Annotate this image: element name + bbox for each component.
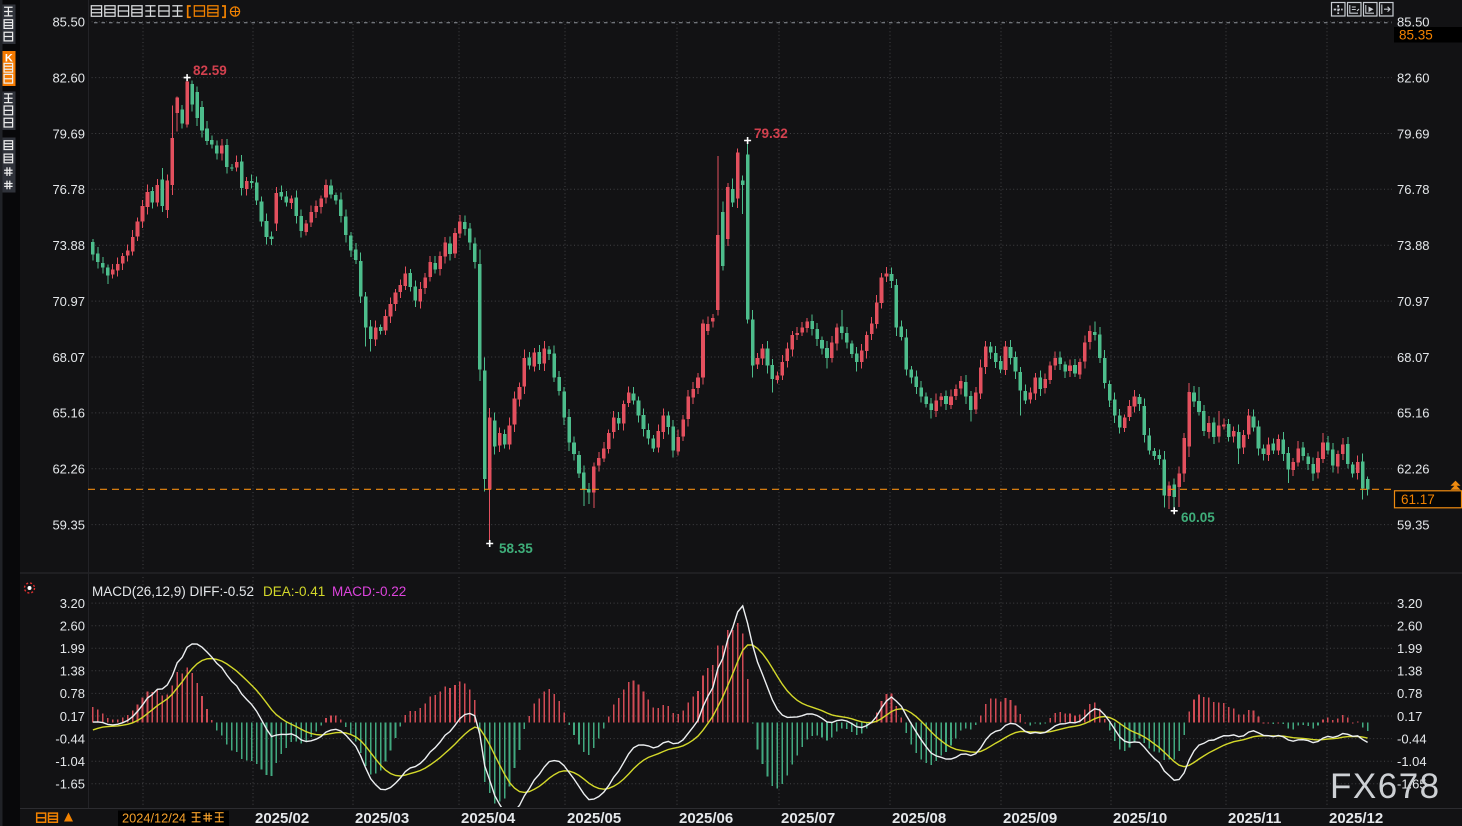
svg-text:2025/12: 2025/12 — [1329, 810, 1383, 826]
svg-text:0.78: 0.78 — [1397, 686, 1422, 701]
svg-text:1.99: 1.99 — [60, 641, 85, 656]
svg-text:K: K — [5, 52, 13, 64]
svg-text:3.20: 3.20 — [1397, 596, 1422, 611]
svg-text:62.26: 62.26 — [52, 462, 85, 477]
svg-text:2025/08: 2025/08 — [892, 810, 946, 826]
svg-text:61.17: 61.17 — [1401, 492, 1435, 507]
svg-text:MACD:-0.22: MACD:-0.22 — [332, 584, 406, 599]
svg-text:85.50: 85.50 — [52, 15, 85, 30]
svg-text:82.59: 82.59 — [193, 63, 227, 78]
svg-text:59.35: 59.35 — [1397, 517, 1430, 532]
svg-text:2025/02: 2025/02 — [255, 810, 309, 826]
svg-text:73.88: 73.88 — [52, 238, 85, 253]
svg-text:59.35: 59.35 — [52, 517, 85, 532]
svg-text:68.07: 68.07 — [52, 350, 85, 365]
svg-text:2.60: 2.60 — [1397, 619, 1422, 634]
svg-text:79.32: 79.32 — [754, 126, 788, 141]
svg-text:65.16: 65.16 — [52, 406, 85, 421]
svg-text:2025/04: 2025/04 — [461, 810, 516, 826]
svg-text:-1.65: -1.65 — [1397, 777, 1427, 792]
svg-text:-1.65: -1.65 — [55, 777, 85, 792]
svg-text:2025/10: 2025/10 — [1113, 810, 1167, 826]
svg-text:-1.04: -1.04 — [55, 754, 85, 769]
svg-text:82.60: 82.60 — [1397, 70, 1430, 85]
svg-text:82.60: 82.60 — [52, 70, 85, 85]
svg-text:2025/03: 2025/03 — [355, 810, 409, 826]
svg-text:0.17: 0.17 — [1397, 709, 1422, 724]
svg-text:70.97: 70.97 — [1397, 294, 1430, 309]
svg-text:-1.04: -1.04 — [1397, 754, 1427, 769]
svg-text:76.78: 76.78 — [52, 182, 85, 197]
svg-text:1.99: 1.99 — [1397, 641, 1422, 656]
svg-text:68.07: 68.07 — [1397, 350, 1430, 365]
svg-text:3.20: 3.20 — [60, 596, 85, 611]
svg-text:MACD(26,12,9) DIFF:-0.52: MACD(26,12,9) DIFF:-0.52 — [92, 584, 254, 599]
svg-text:85.50: 85.50 — [1397, 15, 1430, 30]
svg-text:0.78: 0.78 — [60, 686, 85, 701]
svg-text:2025/05: 2025/05 — [567, 810, 621, 826]
svg-text:-0.44: -0.44 — [55, 731, 85, 746]
svg-text:1.38: 1.38 — [1397, 664, 1422, 679]
svg-text:70.97: 70.97 — [52, 294, 85, 309]
svg-text:76.78: 76.78 — [1397, 182, 1430, 197]
svg-text:FX678: FX678 — [1330, 767, 1441, 806]
svg-text:79.69: 79.69 — [52, 126, 85, 141]
svg-text:2025/06: 2025/06 — [679, 810, 733, 826]
svg-text:DEA:-0.41: DEA:-0.41 — [263, 584, 325, 599]
svg-text:2025/11: 2025/11 — [1228, 810, 1281, 826]
svg-text:62.26: 62.26 — [1397, 462, 1430, 477]
svg-text:0.17: 0.17 — [60, 709, 85, 724]
svg-text:85.35: 85.35 — [1399, 28, 1433, 43]
svg-text:65.16: 65.16 — [1397, 406, 1430, 421]
svg-text:2025/09: 2025/09 — [1003, 810, 1057, 826]
svg-text:73.88: 73.88 — [1397, 238, 1430, 253]
svg-text:79.69: 79.69 — [1397, 126, 1430, 141]
svg-text:1.38: 1.38 — [60, 664, 85, 679]
svg-text:2.60: 2.60 — [60, 619, 85, 634]
svg-text:2025/07: 2025/07 — [781, 810, 835, 826]
svg-text:2024/12/24: 2024/12/24 — [122, 811, 186, 826]
svg-text:58.35: 58.35 — [499, 541, 533, 556]
svg-text:60.05: 60.05 — [1181, 510, 1215, 525]
svg-text:-0.44: -0.44 — [1397, 731, 1427, 746]
